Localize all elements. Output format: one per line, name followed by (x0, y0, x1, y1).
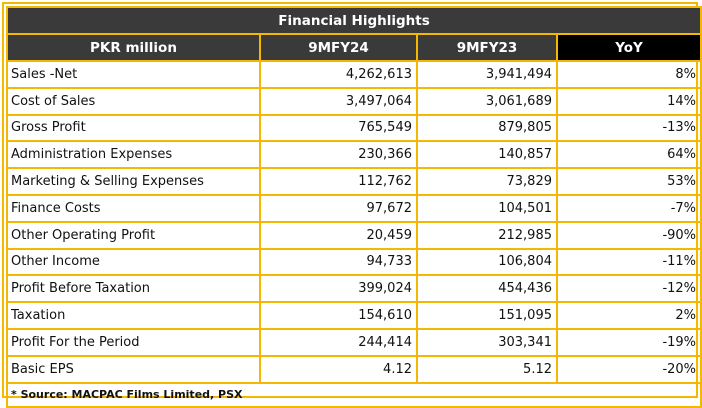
value-9mfy23: 879,805 (416, 113, 558, 143)
row-label: Basic EPS (6, 354, 261, 384)
table-row: Finance Costs 97,672 104,501 -7% (6, 193, 702, 223)
value-9mfy23: 5.12 (416, 354, 558, 384)
row-label: Gross Profit (6, 113, 261, 143)
value-9mfy23: 106,804 (416, 247, 558, 277)
value-9mfy23: 104,501 (416, 193, 558, 223)
value-yoy: -13% (555, 113, 702, 143)
value-9mfy23: 3,941,494 (416, 60, 558, 89)
table-row: Other Operating Profit 20,459 212,985 -9… (6, 220, 702, 250)
row-label: Profit For the Period (6, 327, 261, 357)
table-row: Other Income 94,733 106,804 -11% (6, 247, 702, 277)
value-yoy: -7% (555, 193, 702, 223)
table-row: Basic EPS 4.12 5.12 -20% (6, 354, 702, 384)
row-label: Marketing & Selling Expenses (6, 167, 261, 196)
value-9mfy24: 399,024 (259, 274, 418, 304)
table-row: Gross Profit 765,549 879,805 -13% (6, 113, 702, 143)
value-yoy: -12% (555, 274, 702, 304)
value-9mfy23: 3,061,689 (416, 86, 558, 116)
value-9mfy24: 3,497,064 (259, 86, 418, 116)
value-9mfy24: 112,762 (259, 167, 418, 196)
value-9mfy24: 20,459 (259, 220, 418, 250)
table-title: Financial Highlights (5, 6, 702, 35)
row-label: Sales -Net (6, 60, 261, 89)
value-9mfy24: 4,262,613 (259, 60, 418, 89)
value-yoy: 53% (555, 167, 702, 196)
value-yoy: 8% (555, 60, 702, 89)
table-row: Profit Before Taxation 399,024 454,436 -… (6, 274, 702, 304)
value-yoy: 64% (555, 140, 702, 170)
financial-highlights-table: Financial Highlights PKR million 9MFY24 … (5, 6, 702, 408)
value-9mfy23: 454,436 (416, 274, 558, 304)
value-9mfy24: 4.12 (259, 354, 418, 384)
row-label: Taxation (6, 301, 261, 330)
row-label: Administration Expenses (6, 140, 261, 170)
value-yoy: 2% (555, 301, 702, 330)
row-label: Other Operating Profit (6, 220, 261, 250)
value-9mfy23: 73,829 (416, 167, 558, 196)
table-body: Sales -Net 4,262,613 3,941,494 8% Cost o… (5, 60, 702, 408)
table-row: Cost of Sales 3,497,064 3,061,689 14% (6, 86, 702, 116)
value-yoy: -11% (555, 247, 702, 277)
value-yoy: 14% (555, 86, 702, 116)
table-row: Taxation 154,610 151,095 2% (6, 301, 702, 330)
value-9mfy23: 212,985 (416, 220, 558, 250)
row-label: Profit Before Taxation (6, 274, 261, 304)
table-row: Sales -Net 4,262,613 3,941,494 8% (6, 60, 702, 89)
value-yoy: -20% (555, 354, 702, 384)
value-yoy: -90% (555, 220, 702, 250)
table-row: Marketing & Selling Expenses 112,762 73,… (6, 167, 702, 196)
value-9mfy23: 303,341 (416, 327, 558, 357)
value-9mfy24: 154,610 (259, 301, 418, 330)
row-label: Finance Costs (6, 193, 261, 223)
row-label: Other Income (6, 247, 261, 277)
header-9mfy24: 9MFY24 (259, 33, 418, 62)
header-9mfy23: 9MFY23 (416, 33, 558, 62)
value-9mfy24: 244,414 (259, 327, 418, 357)
table-row: Administration Expenses 230,366 140,857 … (6, 140, 702, 170)
header-pkr-million: PKR million (6, 33, 261, 62)
value-9mfy24: 230,366 (259, 140, 418, 170)
value-yoy: -19% (555, 327, 702, 357)
value-9mfy23: 140,857 (416, 140, 558, 170)
table-row: Profit For the Period 244,414 303,341 -1… (6, 327, 702, 357)
row-label: Cost of Sales (6, 86, 261, 116)
value-9mfy23: 151,095 (416, 301, 558, 330)
value-9mfy24: 94,733 (259, 247, 418, 277)
value-9mfy24: 97,672 (259, 193, 418, 223)
header-yoy: YoY (555, 33, 702, 62)
value-9mfy24: 765,549 (259, 113, 418, 143)
